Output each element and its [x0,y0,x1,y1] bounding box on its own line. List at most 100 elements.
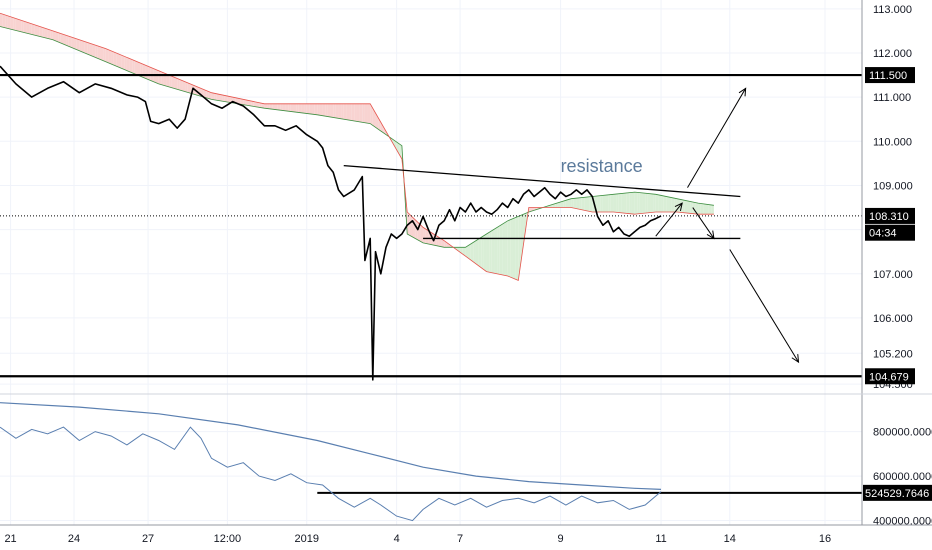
cloud-segment [216,93,220,101]
cloud-segment [462,247,466,257]
cloud-segment [584,197,588,211]
cloud-segment [161,71,164,86]
x-tick-label: 4 [394,533,400,545]
cloud-segment [674,198,677,212]
resistance-label[interactable]: resistance [561,156,643,176]
cloud-segment [703,203,706,215]
cloud-segment [251,101,254,107]
cloud-segment [174,77,178,90]
x-tick-label: 21 [4,533,16,545]
cloud-segment [137,61,141,77]
cloud-segment [367,103,371,124]
x-tick-label: 14 [724,533,736,545]
cloud-segment [158,70,162,85]
cloud-segment [518,215,521,281]
cloud-segment [261,103,265,109]
cloud-segment [708,204,712,215]
cloud-segment [690,201,693,214]
cloud-segment [362,103,365,123]
cloud-segment [653,194,656,213]
arrow-head [706,230,715,240]
cloud-segment [76,38,80,51]
cloud-segment [169,75,172,88]
cloud-segment [356,103,360,122]
x-tick-label: 2019 [294,533,318,545]
projection-arrow[interactable] [655,202,683,237]
cloud-segment [695,202,699,215]
cloud-segment [89,43,93,57]
cloud-segment [103,47,106,62]
cloud-segment [296,103,299,113]
cloud-segment [42,27,45,38]
cloud-segment [581,197,585,211]
cloud-segment [259,102,262,108]
cloud-segment [608,194,611,212]
cloud-segment [563,200,566,208]
cloud-segment [663,195,667,212]
cloud-segment [100,46,104,61]
cloud-segment [483,234,487,272]
y-tick-label: 106.000 [873,313,913,325]
cloud-segment [494,227,498,274]
arrow-shaft [692,207,715,239]
x-tick-label: 7 [457,533,463,545]
arrow-head [738,87,747,97]
cloud-segment [208,91,212,100]
projection-arrow[interactable] [687,87,747,188]
cloud-segment [465,245,469,259]
cloud-segment [351,103,355,121]
cloud-segment [579,197,582,210]
cloud-segment [327,103,331,118]
resistance-trendline[interactable] [343,164,741,198]
cloud-segment [113,51,117,67]
y-tick-label: 110.000 [873,136,912,148]
drawings-layer[interactable]: resistance [0,73,862,494]
cloud-segment [499,224,503,275]
cloud-segment [60,33,64,45]
cloud-segment [7,15,11,30]
cloud-segment [267,103,270,109]
cloud-segment [0,13,3,28]
lower-y-tick-label: 400000.0000 [873,516,932,528]
cloud-segment [425,229,429,244]
cloud-segment [84,41,88,55]
cloud-segment [256,102,260,108]
cloud-segment [629,192,632,214]
cloud-segment [105,48,109,63]
cloud-segment [705,204,709,215]
projection-arrow[interactable] [692,207,715,240]
cloud-segment [473,240,476,264]
cloud-segment [282,103,286,111]
cloud-segment [264,103,268,109]
cloud-segment [92,44,96,58]
cloud-segment [126,57,130,72]
cloud-segment [211,92,215,100]
cloud-segment [621,193,625,214]
cloud-segment [277,103,281,111]
cloud-segment [290,103,294,112]
y-tick-label: 109.000 [873,180,913,192]
cloud-span-a-line [0,26,714,248]
cloud-segment [618,193,622,213]
cloud-segment [71,37,75,49]
cloud-segment [301,103,305,114]
cloud-segment [446,242,450,248]
cloud-segment [322,103,326,117]
cloud-segment [227,96,231,103]
indicator-value-badge-text: 524529.7646 [865,488,929,500]
cloud-segment [573,198,577,209]
cloud-segment [145,65,149,80]
cloud-segment [23,21,27,34]
arrow-shaft [687,88,747,188]
projection-arrow[interactable] [729,249,800,364]
grid-lines [0,0,862,525]
cloud-segment [44,28,48,39]
cloud-segment [163,72,167,87]
cloud-segment [481,235,484,270]
cloud-segment [555,202,558,208]
cloud-segment [18,19,22,32]
cloud-segment [505,220,508,276]
cloud-segment [124,56,127,71]
cloud-segment [671,197,675,212]
